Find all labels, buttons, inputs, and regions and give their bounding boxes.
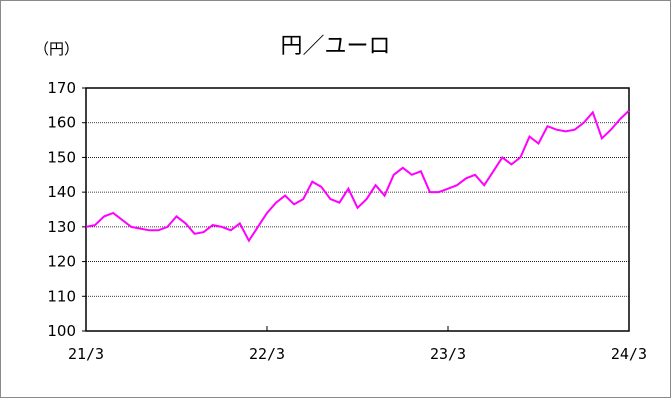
- x-tick-label: 22/3: [249, 345, 285, 363]
- y-tick-label: 110: [47, 287, 76, 305]
- y-tick-label: 150: [47, 148, 76, 166]
- y-tick-label: 120: [47, 253, 76, 271]
- x-tick-label: 21/3: [68, 345, 104, 363]
- euro-yen-series-line: [85, 109, 630, 243]
- y-tick-label: 140: [47, 183, 76, 201]
- y-axis-unit-label: （円）: [34, 40, 80, 58]
- chart-title: 円／ユーロ: [280, 34, 391, 59]
- y-tick-label: 130: [47, 218, 76, 236]
- y-tick-label: 170: [47, 79, 76, 97]
- y-tick-label: 160: [47, 114, 76, 132]
- y-tick-label: 100: [47, 322, 76, 340]
- x-tick-label: 23/3: [430, 345, 466, 363]
- plot-area: [85, 87, 630, 332]
- x-tick-label: 24/3: [611, 345, 647, 363]
